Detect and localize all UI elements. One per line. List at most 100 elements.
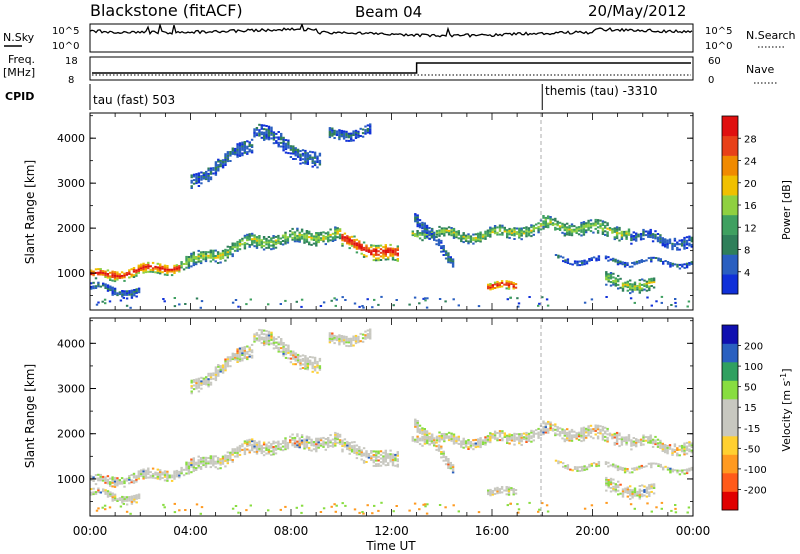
velocity-cell	[195, 387, 198, 390]
power-cell	[690, 245, 693, 248]
velocity-cell	[304, 360, 307, 363]
velocity-cell	[558, 434, 562, 437]
velocity-cell	[99, 477, 102, 480]
velocity-cell	[308, 448, 311, 451]
power-cell	[324, 235, 327, 238]
power-cell	[438, 229, 441, 232]
velocity-cell	[604, 439, 607, 442]
power-cell	[433, 231, 436, 234]
velocity-cell	[353, 446, 356, 449]
power-cell	[104, 285, 107, 288]
velocity-cell	[348, 447, 351, 450]
velocity-cell	[306, 366, 309, 369]
power-cell	[338, 235, 342, 238]
velocity-cell	[101, 477, 105, 480]
velocity-cell	[493, 432, 497, 435]
velocity-cell	[217, 364, 220, 366]
velocity-cell	[166, 470, 169, 473]
power-cell	[607, 280, 610, 283]
velocity-cell	[253, 333, 256, 336]
velocity-cell	[224, 454, 227, 457]
power-cell	[489, 286, 492, 289]
power-cell	[226, 152, 230, 155]
power-cell	[462, 237, 465, 240]
power-cell	[625, 234, 628, 237]
power-cell	[118, 293, 122, 296]
velocity-cell	[641, 489, 644, 492]
power-cell	[90, 282, 93, 285]
power-cell	[192, 253, 195, 256]
velocity-cell	[520, 434, 523, 437]
power-cell	[260, 127, 263, 130]
velocity-cell	[566, 437, 569, 440]
velocity-cell	[310, 444, 313, 447]
power-cell	[106, 276, 110, 279]
velocity-cell	[207, 372, 210, 375]
power-cell	[219, 163, 222, 166]
velocity-cell	[246, 345, 249, 348]
velocity-cell	[159, 476, 162, 479]
velocity-cell	[563, 431, 566, 434]
velocity-cell	[498, 491, 501, 494]
power-cell	[292, 145, 295, 148]
nave-tick-top: 60	[708, 56, 721, 67]
velocity-cell	[284, 440, 287, 443]
power-cell	[367, 249, 371, 252]
power-cell	[474, 233, 477, 236]
power-cell	[617, 283, 620, 286]
velocity-cell	[99, 479, 102, 482]
power-cell	[132, 270, 136, 273]
power-cell	[416, 221, 419, 224]
power-cell	[599, 223, 602, 226]
power-cell	[366, 298, 369, 301]
power-cell	[221, 161, 225, 163]
velocity-cell	[683, 446, 686, 449]
power-cell	[460, 234, 463, 237]
power-cell	[664, 241, 667, 244]
velocity-cell	[265, 449, 268, 451]
nsky-frame	[89, 23, 694, 53]
velocity-cell	[656, 445, 660, 448]
power-cell	[296, 148, 300, 151]
power-cell	[133, 289, 136, 291]
velocity-cell	[582, 426, 586, 429]
power-cell	[570, 232, 574, 235]
velocity-cell	[604, 463, 608, 465]
power-cell	[582, 230, 586, 233]
velocity-cell	[606, 436, 609, 439]
velocity-cell	[503, 434, 506, 437]
power-cell	[241, 148, 244, 151]
velocity-cell	[580, 436, 583, 439]
velocity-cell	[262, 450, 266, 453]
power-cell	[331, 232, 335, 235]
velocity-cell	[272, 343, 276, 346]
power-cell	[347, 132, 351, 135]
velocity-cell	[629, 492, 632, 495]
velocity-cell	[308, 441, 311, 444]
power-cell	[130, 295, 134, 297]
velocity-cell	[159, 478, 162, 481]
velocity-cell	[444, 459, 448, 462]
power-cell	[99, 271, 102, 274]
velocity-cell	[379, 453, 383, 456]
power-cell	[595, 259, 598, 262]
power-cell	[128, 269, 131, 272]
velocity-cell	[452, 435, 456, 438]
velocity-cell	[217, 371, 220, 374]
power-cell	[284, 238, 287, 241]
velocity-cell	[236, 350, 239, 353]
power-cell	[578, 264, 581, 267]
velocity-cell	[234, 505, 238, 507]
power-cell	[563, 229, 566, 232]
velocity-cell	[274, 445, 278, 448]
velocity-cell	[452, 440, 456, 443]
velocity-cell	[361, 337, 365, 340]
velocity-cell	[493, 436, 497, 438]
velocity-cell	[573, 466, 577, 469]
velocity-cell	[599, 425, 602, 428]
power-cell	[562, 256, 565, 259]
power-cell	[515, 227, 519, 230]
power-cell	[311, 151, 314, 154]
velocity-cell	[236, 353, 239, 356]
velocity-cell	[580, 431, 583, 433]
